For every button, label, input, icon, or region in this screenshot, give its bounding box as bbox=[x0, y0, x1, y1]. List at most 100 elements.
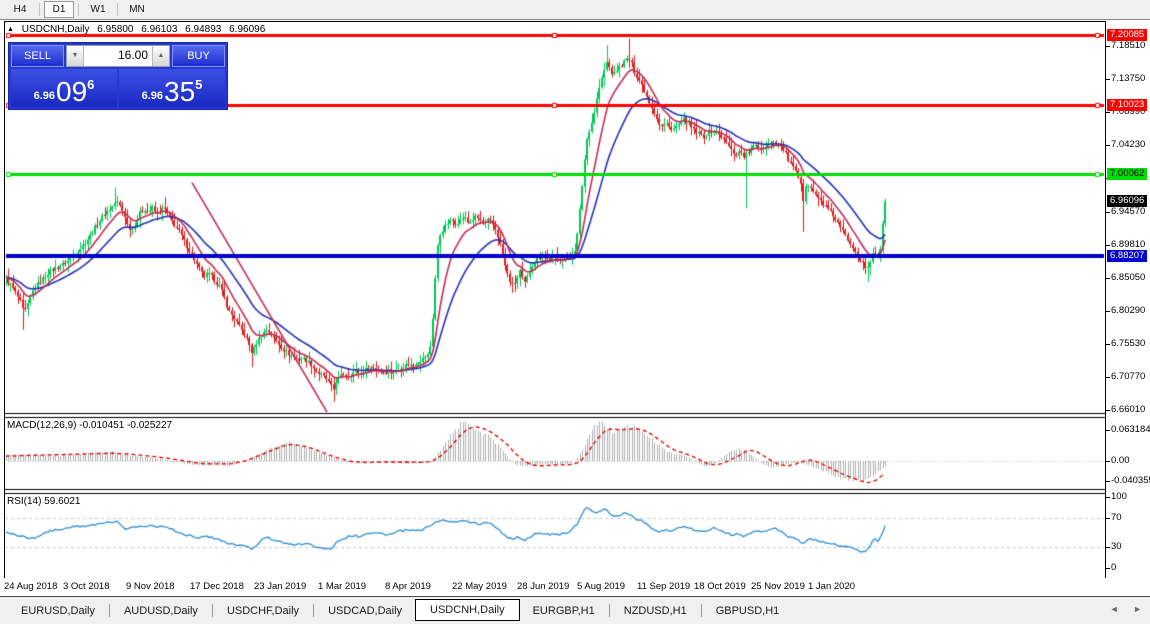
ohlc-low: 6.94893 bbox=[185, 24, 222, 35]
tab-scroll-arrows: ◄ ► bbox=[1098, 604, 1142, 614]
axis-tick bbox=[1106, 429, 1110, 431]
price-axis-label: 6.80290 bbox=[1111, 305, 1146, 317]
price-line-badge: 6.88207 bbox=[1107, 250, 1148, 263]
sell-price-sup: 6 bbox=[87, 77, 95, 92]
axis-tick bbox=[1106, 344, 1110, 346]
date-axis-label: 18 Oct 2019 bbox=[694, 581, 746, 592]
axis-tick bbox=[1106, 212, 1110, 213]
tab-separator bbox=[700, 604, 702, 617]
price-axis: 7.185107.137507.089907.042306.994706.945… bbox=[1106, 21, 1150, 577]
ohlc-high: 6.96103 bbox=[141, 24, 178, 35]
axis-tick bbox=[1106, 497, 1110, 498]
rsi-axis-label: 0 bbox=[1111, 562, 1117, 573]
buy-price-panel[interactable]: 6.96 35 5 bbox=[119, 69, 225, 107]
price-axis-label: 7.08990 bbox=[1111, 106, 1146, 117]
tab-separator bbox=[608, 604, 610, 617]
ohlc-open: 6.95800 bbox=[97, 24, 134, 35]
chart-tab-eurusd-daily[interactable]: EURUSD,Daily bbox=[21, 604, 95, 617]
chart-tab-bar: EURUSD,Daily AUDUSD,Daily USDCHF,Daily USDC… bbox=[0, 596, 1150, 624]
toolbar-separator bbox=[39, 3, 40, 16]
price-axis-label: 6.85050 bbox=[1111, 272, 1146, 284]
tab-separator bbox=[211, 604, 213, 617]
timeframe-button-h4[interactable]: H4 bbox=[13, 4, 27, 15]
tab-separator bbox=[313, 604, 315, 617]
timeframe-button-d1[interactable]: D1 bbox=[44, 1, 74, 18]
axis-tick bbox=[1106, 112, 1110, 113]
volume-decrease-button[interactable]: ▼ bbox=[67, 46, 84, 66]
macd-axis-label: -0.040355 bbox=[1111, 474, 1150, 486]
macd-axis-label: 0.00 bbox=[1111, 455, 1130, 466]
price-axis-label: 6.66010 bbox=[1111, 404, 1146, 416]
chart-tab-nzdusd-h1[interactable]: NZDUSD,H1 bbox=[623, 604, 687, 617]
price-axis-label: 7.18510 bbox=[1111, 39, 1146, 51]
date-axis-label: 11 Sep 2019 bbox=[637, 581, 691, 592]
ohlc-close: 6.96096 bbox=[229, 24, 266, 35]
date-axis-label: 22 May 2019 bbox=[452, 581, 507, 592]
price-line-badge: 7.00062 bbox=[1107, 167, 1148, 180]
date-axis: 24 Aug 2018 3 Oct 2018 9 Nov 2018 17 Dec 20… bbox=[0, 578, 1150, 596]
axis-tick bbox=[1106, 45, 1110, 47]
date-axis-label: 17 Dec 2018 bbox=[190, 581, 244, 592]
axis-tick bbox=[1106, 568, 1110, 569]
volume-increase-button[interactable]: ▲ bbox=[152, 46, 169, 66]
timeframe-button-w1[interactable]: W1 bbox=[90, 4, 106, 15]
chart-plot-area bbox=[4, 21, 1106, 579]
axis-tick bbox=[1106, 546, 1110, 548]
price-line-badge: 7.20085 bbox=[1107, 29, 1148, 42]
date-axis-label: 3 Oct 2018 bbox=[63, 581, 110, 592]
axis-tick bbox=[1106, 410, 1110, 412]
date-axis-label: 8 Apr 2019 bbox=[385, 581, 431, 592]
rsi-axis-label: 100 bbox=[1111, 491, 1127, 502]
timeframe-toolbar: H4 D1 W1 MN bbox=[0, 0, 1150, 20]
tab-separator bbox=[108, 604, 110, 617]
date-axis-label: 23 Jan 2019 bbox=[254, 581, 307, 592]
tab-scroll-right-icon[interactable]: ► bbox=[1133, 604, 1142, 614]
buy-price-prefix: 6.96 bbox=[141, 90, 164, 102]
price-axis-label: 7.13750 bbox=[1111, 72, 1146, 84]
tab-scroll-left-icon[interactable]: ◄ bbox=[1109, 604, 1119, 614]
price-axis-label: 6.89810 bbox=[1111, 239, 1146, 250]
one-click-collapse-icon[interactable]: ▲ bbox=[7, 26, 14, 33]
axis-tick bbox=[1106, 518, 1110, 520]
sell-price-panel[interactable]: 6.96 09 6 bbox=[11, 69, 117, 107]
axis-tick bbox=[1106, 311, 1110, 313]
sell-price-prefix: 6.96 bbox=[33, 90, 56, 102]
axis-tick bbox=[1106, 78, 1110, 80]
axis-tick bbox=[1106, 480, 1110, 482]
chart-tab-audusd-daily[interactable]: AUDUSD,Daily bbox=[123, 604, 198, 617]
rsi-axis-label: 70 bbox=[1111, 512, 1122, 524]
one-click-trading-panel: SELL ▼ 16.00 ▲ BUY 6.96 09 6 6.96 35 5 bbox=[8, 42, 228, 110]
axis-tick bbox=[1106, 145, 1110, 146]
chart-tab-usdcad-daily[interactable]: USDCAD,Daily bbox=[328, 604, 403, 617]
date-axis-label: 24 Aug 2018 bbox=[4, 581, 58, 592]
price-line-badge: 7.10023 bbox=[1107, 98, 1148, 111]
toolbar-separator bbox=[78, 3, 79, 16]
chart-window: ▲ USDCNH,Daily 6.95800 6.96103 6.94893 6… bbox=[0, 20, 1150, 579]
chart-canvas[interactable] bbox=[5, 22, 1105, 578]
axis-tick bbox=[1106, 278, 1110, 280]
price-axis-label: 6.70770 bbox=[1111, 371, 1146, 383]
price-axis-label: 6.94570 bbox=[1111, 206, 1146, 217]
buy-price-big: 35 bbox=[164, 76, 196, 107]
macd-axis-label: 0.063184 bbox=[1111, 423, 1150, 435]
macd-indicator-label: MACD(12,26,9) -0.010451 -0.025227 bbox=[7, 420, 173, 431]
volume-stepper: ▼ 16.00 ▲ bbox=[66, 45, 170, 67]
chart-tab-gbpusd-h1[interactable]: GBPUSD,H1 bbox=[715, 604, 780, 617]
price-axis-label: 6.75530 bbox=[1111, 338, 1146, 350]
date-axis-label: 5 Aug 2019 bbox=[577, 581, 626, 592]
axis-tick bbox=[1106, 245, 1110, 246]
price-line-badge: 6.96096 bbox=[1107, 195, 1148, 208]
date-axis-label: 9 Nov 2018 bbox=[126, 581, 175, 592]
date-axis-label: 1 Jan 2020 bbox=[808, 581, 856, 592]
price-axis-label: 7.04230 bbox=[1111, 139, 1146, 150]
timeframe-button-mn[interactable]: MN bbox=[129, 4, 145, 15]
sell-button[interactable]: SELL bbox=[11, 45, 64, 67]
chart-tab-usdcnh-daily[interactable]: USDCNH,Daily bbox=[415, 598, 520, 621]
toolbar-separator bbox=[117, 3, 118, 16]
volume-input[interactable]: 16.00 bbox=[117, 48, 148, 62]
buy-button[interactable]: BUY bbox=[172, 45, 225, 67]
axis-tick bbox=[1106, 461, 1110, 462]
chart-tab-eurgbp-h1[interactable]: EURGBP,H1 bbox=[532, 604, 595, 617]
buy-price-sup: 5 bbox=[195, 77, 203, 92]
chart-tab-usdchf-daily[interactable]: USDCHF,Daily bbox=[226, 604, 300, 617]
